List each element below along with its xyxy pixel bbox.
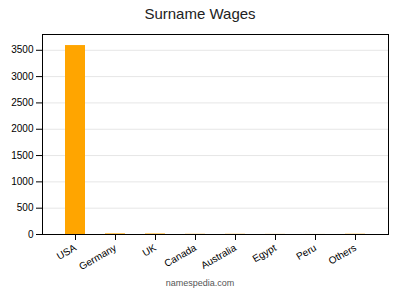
svg-text:1500: 1500 xyxy=(11,150,34,161)
svg-text:USA: USA xyxy=(55,242,79,262)
svg-text:2000: 2000 xyxy=(11,123,34,134)
svg-text:Egypt: Egypt xyxy=(250,242,278,264)
svg-text:0: 0 xyxy=(28,229,34,240)
html-text:namespedia.com: namespedia.com xyxy=(165,278,235,288)
svg-text:Canada: Canada xyxy=(162,242,198,269)
svg-text:3500: 3500 xyxy=(11,44,34,55)
html-text:Surname Wages: Surname Wages xyxy=(144,5,256,22)
svg-text:1000: 1000 xyxy=(11,176,34,187)
svg-text:Australia: Australia xyxy=(199,242,239,271)
svg-text:3000: 3000 xyxy=(11,71,34,82)
svg-text:500: 500 xyxy=(17,202,34,213)
svg-text:UK: UK xyxy=(141,242,159,259)
svg-text:2500: 2500 xyxy=(11,97,34,108)
svg-text:Germany: Germany xyxy=(77,242,118,272)
svg-text:Peru: Peru xyxy=(294,242,318,262)
svg-text:Others: Others xyxy=(327,242,358,267)
